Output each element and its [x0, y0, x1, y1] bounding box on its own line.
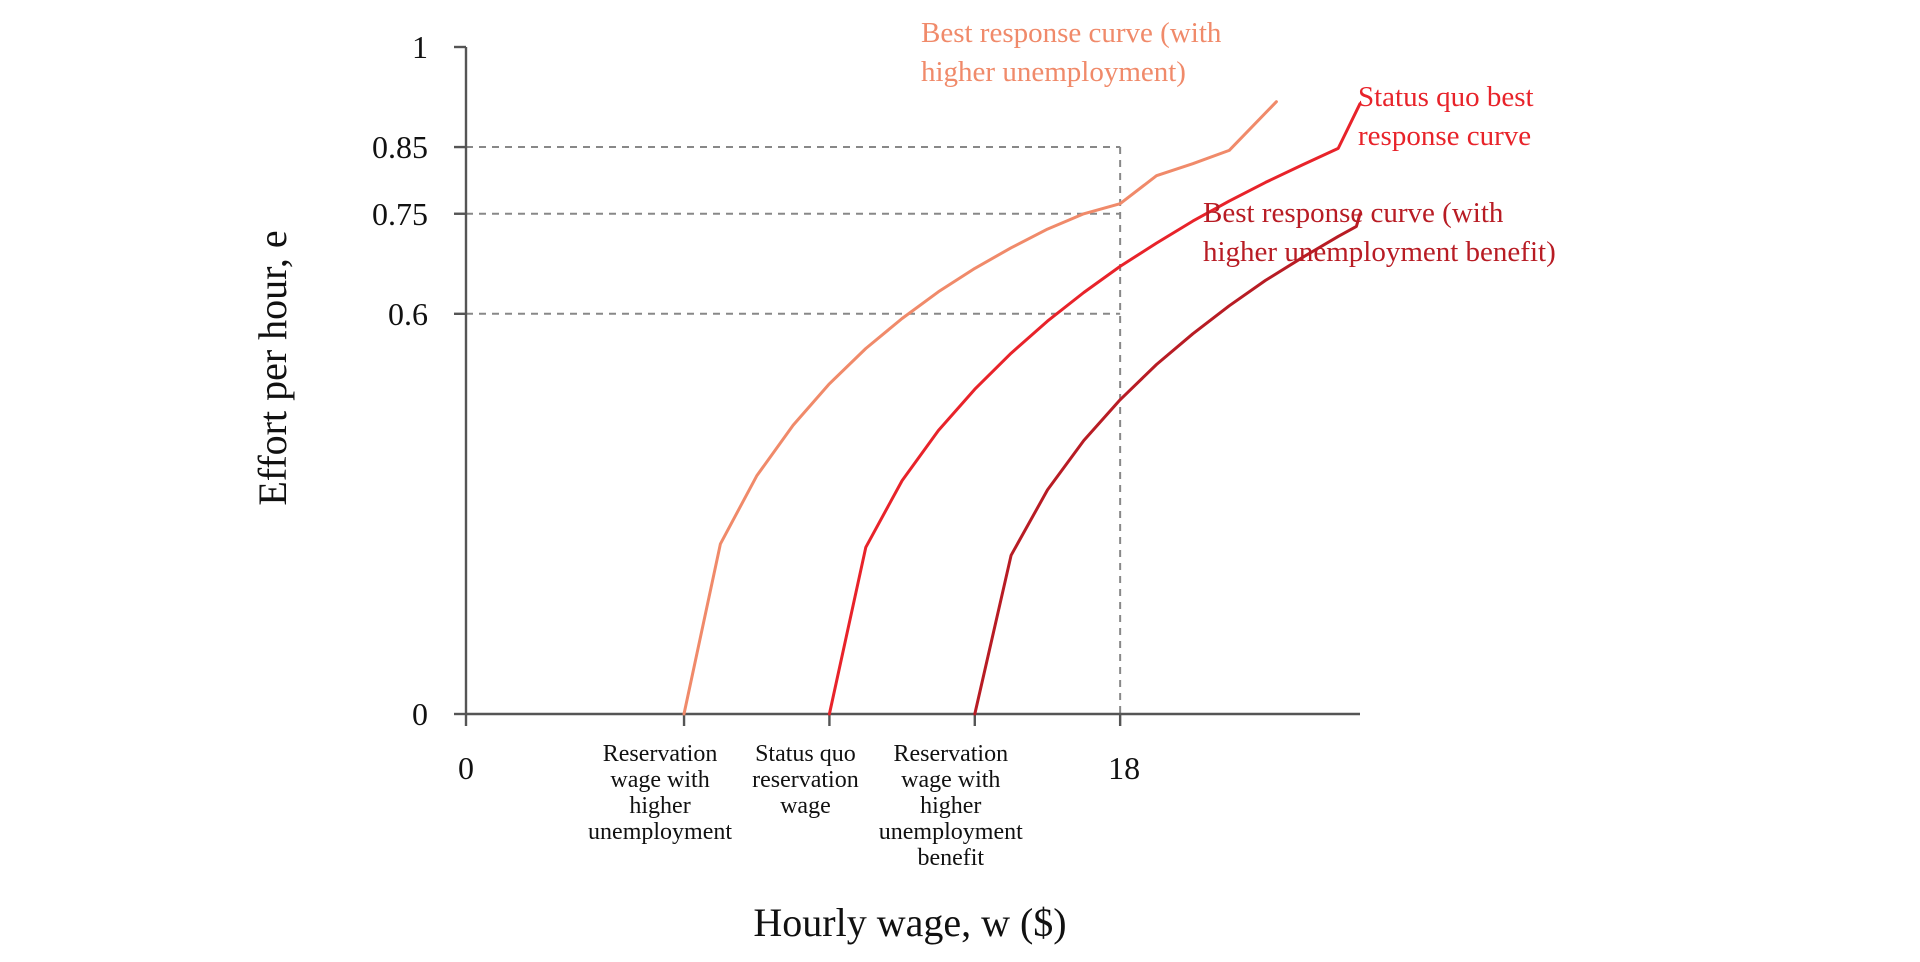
- y-tick-label-3: 0.85: [372, 129, 428, 165]
- curve-label-0: Best response curve (with higher unemploy…: [921, 17, 1222, 88]
- wage-labels: Reservation wage with higher unemploymentSt…: [588, 741, 1023, 871]
- x-tick-label-0: 0: [458, 750, 474, 786]
- curves: [682, 100, 1362, 716]
- wage-label-line: higher: [629, 793, 690, 819]
- y-tick-label-4: 1: [412, 29, 428, 65]
- curve-label-line: response curve: [1358, 120, 1531, 152]
- wage-label-1: Status quo reservation wage: [752, 741, 859, 819]
- curve-label-line: higher unemployment benefit): [1203, 236, 1556, 268]
- wage-label-line: Reservation: [603, 741, 718, 767]
- y-tick-label-2: 0.75: [372, 196, 428, 232]
- curve-label-line: Status quo best: [1358, 81, 1534, 113]
- curve-labels: Best response curve (with higher unemploy…: [921, 17, 1556, 268]
- wage-label-line: higher: [920, 793, 981, 819]
- curve-1: [827, 102, 1362, 716]
- wage-label-0: Reservation wage with higher unemployment: [588, 741, 732, 845]
- tick-labels: 0 0.6 0.75 0.85 1 0 18: [372, 29, 1140, 786]
- axes: [454, 45, 1360, 726]
- y-axis-title: Effort per hour, e: [250, 230, 295, 505]
- wage-label-2: Reservation wage with higher unemployment be…: [879, 741, 1023, 871]
- x-tick-label-1: 18: [1108, 750, 1140, 786]
- curve-label-line: Best response curve (with: [1203, 197, 1504, 229]
- wage-label-line: benefit: [917, 845, 984, 871]
- wage-label-line: unemployment: [879, 819, 1023, 845]
- curve-label-line: higher unemployment): [921, 56, 1186, 88]
- curve-label-line: Best response curve (with: [921, 17, 1222, 49]
- wage-label-line: wage with: [610, 767, 709, 793]
- curve-label-2: Best response curve (with higher unemploy…: [1203, 197, 1556, 268]
- curve-2: [973, 212, 1362, 716]
- reference-lines: [466, 146, 1122, 714]
- x-axis-title: Hourly wage, w ($): [753, 900, 1066, 945]
- wage-label-line: Status quo: [755, 741, 856, 767]
- y-tick-label-0: 0: [412, 696, 428, 732]
- wage-label-line: Reservation: [893, 741, 1008, 767]
- curve-label-1: Status quo best response curve: [1358, 81, 1534, 152]
- curve-0: [682, 100, 1278, 716]
- wage-label-line: wage with: [901, 767, 1000, 793]
- wage-label-line: wage: [780, 793, 831, 819]
- wage-label-line: unemployment: [588, 819, 732, 845]
- y-tick-label-1: 0.6: [388, 296, 428, 332]
- wage-label-line: reservation: [752, 767, 859, 793]
